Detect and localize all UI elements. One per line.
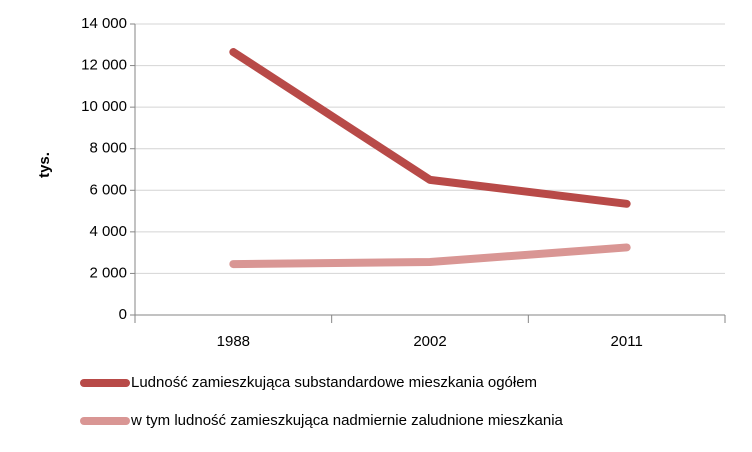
series-line xyxy=(229,243,631,269)
y-tick-label: 8 000 xyxy=(89,140,127,157)
y-tick-label: 12 000 xyxy=(81,57,127,74)
y-axis-label: tys. xyxy=(36,152,53,178)
y-tick-label: 10 000 xyxy=(81,98,127,115)
y-tick-label: 4 000 xyxy=(89,223,127,240)
legend-label: Ludność zamieszkująca substandardowe mie… xyxy=(131,374,537,391)
y-tick-label: 6 000 xyxy=(89,181,127,198)
y-tick-label: 14 000 xyxy=(81,15,127,32)
series-line xyxy=(229,48,631,208)
y-tick-label: 2 000 xyxy=(89,264,127,281)
x-tick-label: 2002 xyxy=(413,333,446,350)
legend-label: w tym ludność zamieszkująca nadmiernie z… xyxy=(130,412,564,429)
x-tick-label: 2011 xyxy=(611,333,643,350)
x-tick-label: 1988 xyxy=(217,333,250,350)
y-tick-label: 0 xyxy=(119,306,127,323)
